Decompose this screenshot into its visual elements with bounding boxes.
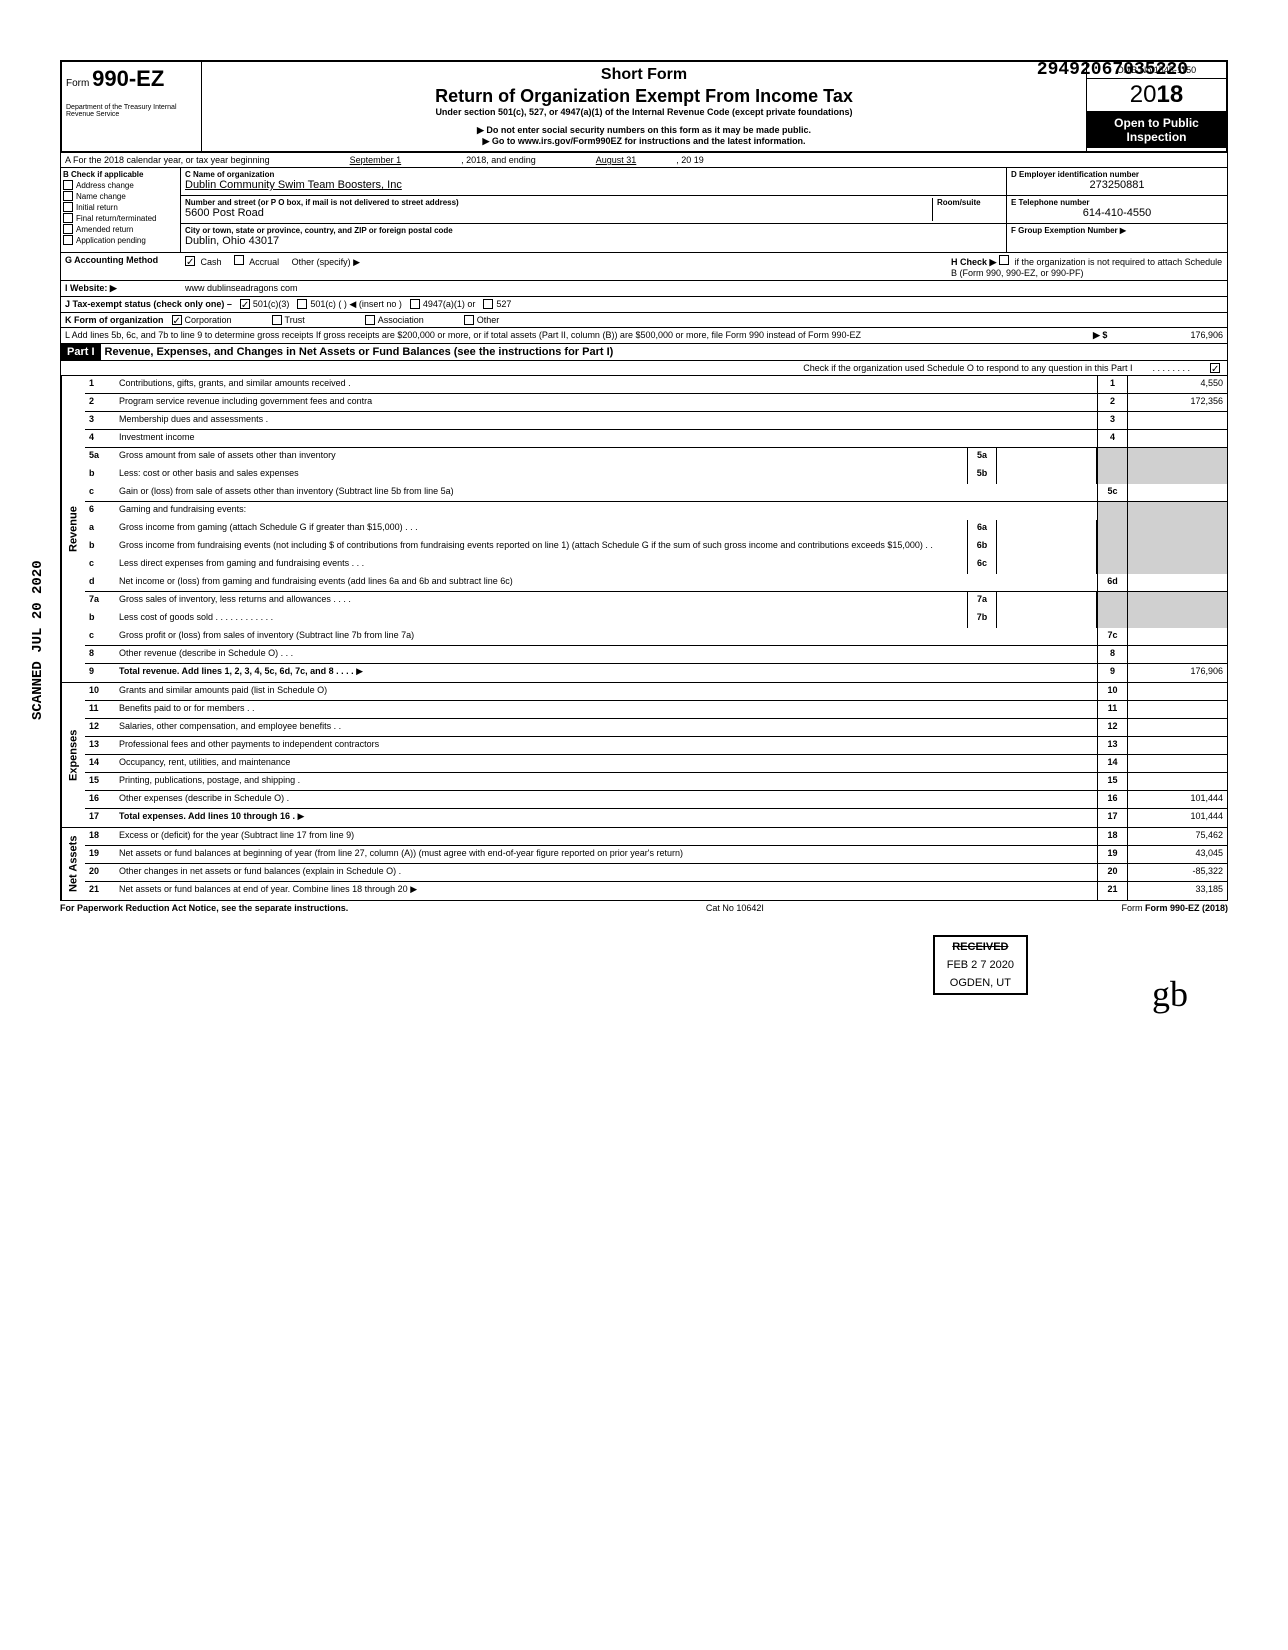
check-accrual[interactable] [234,255,244,265]
addr-label: Number and street (or P O box, if mail i… [185,198,932,207]
revenue-table: Revenue 1Contributions, gifts, grants, a… [60,376,1228,683]
row-g: G Accounting Method Cash Accrual Other (… [60,253,1228,281]
short-form-title: Short Form [206,66,1082,84]
main-title: Return of Organization Exempt From Incom… [206,86,1082,107]
scanned-stamp: SCANNED JUL 20 2020 [30,560,46,720]
phone: 614-410-4550 [1011,207,1223,219]
ein: 273250881 [1011,179,1223,191]
row-j: J Tax-exempt status (check only one) – 5… [60,297,1228,313]
form-ref: Form [1121,903,1145,913]
org-name: Dublin Community Swim Team Boosters, Inc [185,179,1002,191]
d-label: D Employer identification number [1011,170,1223,179]
check-address[interactable] [63,180,73,190]
check-pending[interactable] [63,235,73,245]
check-initial[interactable] [63,202,73,212]
check-527[interactable] [483,299,493,309]
check-h[interactable] [999,255,1009,265]
room-label: Room/suite [937,198,1002,207]
part1-check: Check if the organization used Schedule … [60,361,1228,376]
row-l: L Add lines 5b, 6c, and 7b to line 9 to … [60,328,1228,344]
c-label: C Name of organization [185,170,1002,179]
check-final[interactable] [63,213,73,223]
section-b: B Check if applicable Address change Nam… [60,168,1228,253]
dept-label: Department of the Treasury Internal Reve… [66,104,197,118]
city: Dublin, Ohio 43017 [185,235,1002,247]
tax-year: 2018 [1087,79,1226,112]
part1-header: Part I Revenue, Expenses, and Changes in… [60,344,1228,361]
netassets-table: Net Assets 18Excess or (deficit) for the… [60,828,1228,901]
expenses-table: Expenses 10Grants and similar amounts pa… [60,683,1228,828]
check-amended[interactable] [63,224,73,234]
check-501c[interactable] [297,299,307,309]
check-4947[interactable] [410,299,420,309]
check-cash[interactable] [185,256,195,266]
city-label: City or town, state or province, country… [185,226,1002,235]
netassets-label: Net Assets [61,828,85,900]
row-k: K Form of organization Corporation Trust… [60,313,1228,328]
b-title: B Check if applicable [63,170,178,179]
footer: For Paperwork Reduction Act Notice, see … [60,903,1228,913]
check-corp[interactable] [172,315,182,325]
received-stamp: RECEIVED FEB 2 7 2020 OGDEN, UT [933,935,1028,995]
address: 5600 Post Road [185,207,932,219]
subtitle: Under section 501(c), 527, or 4947(a)(1)… [206,107,1082,117]
row-i: I Website: ▶ www dublinseadragons com [60,281,1228,297]
check-other[interactable] [464,315,474,325]
filing-code: 29492067035220 [1037,60,1188,80]
note2: ▶ Go to www.irs.gov/Form990EZ for instru… [206,136,1082,147]
f-label: F Group Exemption Number ▶ [1011,226,1223,235]
revenue-label: Revenue [61,376,85,682]
expenses-label: Expenses [61,683,85,827]
check-name[interactable] [63,191,73,201]
form-name: 990-EZ [92,66,164,91]
form-label: Form [66,78,89,89]
note1: ▶ Do not enter social security numbers o… [206,125,1082,136]
e-label: E Telephone number [1011,198,1223,207]
check-schedule-o[interactable] [1210,363,1220,373]
check-501c3[interactable] [240,299,250,309]
check-trust[interactable] [272,315,282,325]
gross-receipts: 176,906 [1123,330,1223,341]
row-a: A For the 2018 calendar year, or tax yea… [60,153,1228,168]
check-assoc[interactable] [365,315,375,325]
open-public-label: Open to Public Inspection [1087,112,1226,148]
